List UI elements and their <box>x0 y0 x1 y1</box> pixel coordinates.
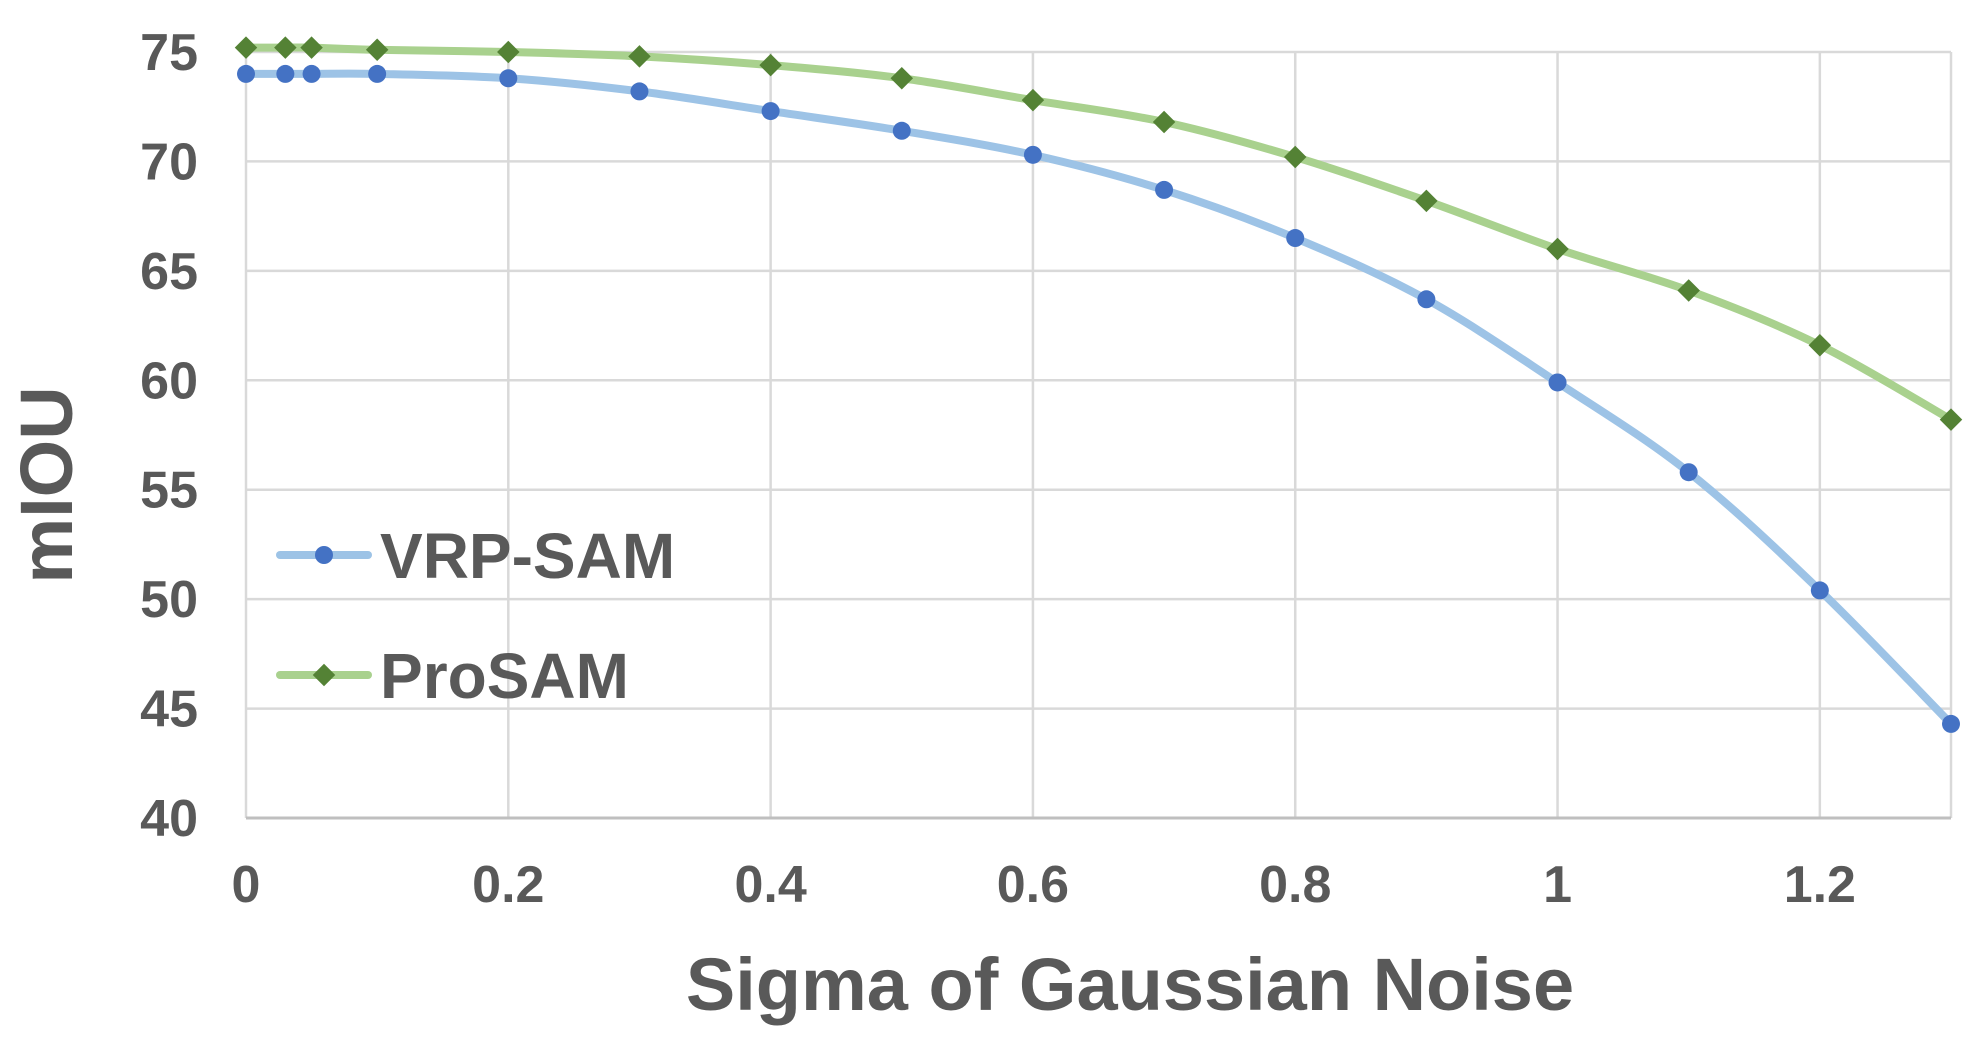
data-point-diamond <box>497 40 520 64</box>
data-point-diamond <box>312 663 336 687</box>
x-tick-label: 0.4 <box>734 856 806 914</box>
data-point-diamond <box>1808 334 1832 357</box>
data-point-circle <box>1023 145 1042 164</box>
series-prosam <box>234 36 1963 431</box>
y-tick-label: 70 <box>140 133 198 191</box>
data-point-circle <box>761 102 780 121</box>
data-point-circle <box>892 121 911 140</box>
x-axis-title: Sigma of Gaussian Noise <box>686 943 1574 1026</box>
gridlines <box>244 50 1953 818</box>
series-vrp-sam <box>237 64 1960 733</box>
tick-labels: 40 45 50 55 60 65 70 75 0 0.2 0.4 0.6 0.8 1 1.2 <box>140 24 1856 914</box>
series-line <box>242 69 1955 728</box>
x-tick-label: 1.2 <box>1784 856 1856 914</box>
legend-item-vrp-sam: VRP-SAM <box>276 520 675 592</box>
data-point-circle <box>302 64 321 83</box>
legend: VRP-SAM ProSAM <box>276 520 675 712</box>
legend-label: ProSAM <box>380 640 629 712</box>
data-point-circle <box>499 69 518 88</box>
y-tick-label: 60 <box>140 352 198 410</box>
data-point-circle <box>1942 714 1960 733</box>
legend-item-prosam: ProSAM <box>276 640 629 712</box>
data-point-diamond <box>1939 408 1963 431</box>
data-point-diamond <box>1677 279 1700 302</box>
data-point-diamond <box>234 36 258 59</box>
data-point-diamond <box>628 45 651 68</box>
y-axis-title: mIOU <box>5 386 88 583</box>
y-tick-label: 40 <box>140 790 198 848</box>
y-tick-label: 65 <box>140 243 198 301</box>
data-point-diamond <box>1546 237 1569 261</box>
data-point-circle <box>1417 290 1436 309</box>
data-point-circle <box>1679 463 1698 482</box>
data-point-diamond <box>365 38 389 62</box>
data-point-diamond <box>300 36 323 59</box>
data-point-circle <box>276 64 295 83</box>
y-tick-label: 45 <box>140 681 198 739</box>
data-point-diamond <box>890 67 914 90</box>
data-point-circle <box>1548 373 1567 392</box>
data-point-diamond <box>1415 189 1438 213</box>
data-point-diamond <box>274 36 297 59</box>
series-lines <box>234 36 1963 733</box>
data-point-circle <box>237 64 255 83</box>
series-line <box>242 43 1955 424</box>
data-point-circle <box>630 82 649 101</box>
y-tick-label: 55 <box>140 462 198 520</box>
x-tick-label: 0.8 <box>1259 856 1331 914</box>
legend-label: VRP-SAM <box>380 520 675 592</box>
y-tick-label: 75 <box>140 24 198 82</box>
x-tick-label: 1 <box>1543 856 1572 914</box>
data-point-diamond <box>759 53 782 77</box>
data-point-diamond <box>1283 145 1307 169</box>
x-tick-label: 0.2 <box>472 856 544 914</box>
data-point-circle <box>1155 180 1174 199</box>
data-point-circle <box>315 546 333 564</box>
data-point-circle <box>368 64 387 83</box>
data-point-diamond <box>1152 110 1176 134</box>
data-point-diamond <box>1021 88 1045 112</box>
y-tick-label: 50 <box>140 571 198 629</box>
x-tick-label: 0 <box>232 856 261 914</box>
x-tick-label: 0.6 <box>997 856 1069 914</box>
data-point-circle <box>1286 229 1305 248</box>
data-point-circle <box>1810 581 1829 600</box>
